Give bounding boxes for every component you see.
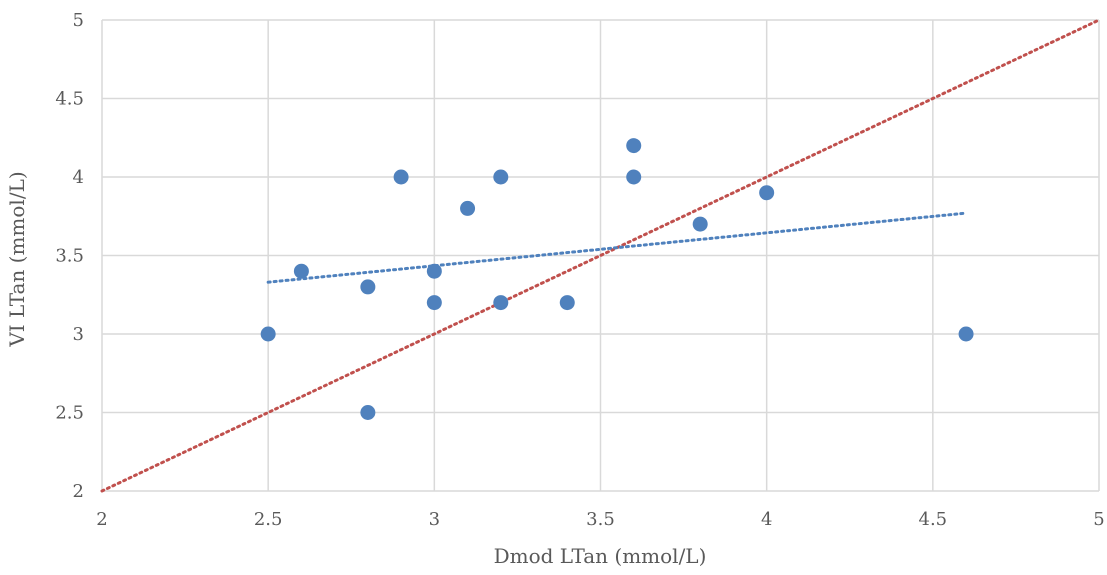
data-point <box>958 326 974 342</box>
y-axis-ticks: 2 2.5 3 3.5 4 4.5 5 <box>55 10 84 502</box>
data-point <box>293 263 309 279</box>
data-point <box>493 169 509 185</box>
data-point <box>493 295 509 311</box>
trendline <box>266 211 968 284</box>
data-point <box>426 263 442 279</box>
data-point <box>360 405 376 420</box>
x-tick-label: 2.5 <box>254 509 283 530</box>
x-tick-label: 3 <box>429 509 440 530</box>
data-point <box>260 326 276 342</box>
y-tick-label: 4 <box>73 167 84 188</box>
data-point <box>692 216 708 232</box>
data-point <box>759 185 775 201</box>
data-point <box>426 295 442 311</box>
y-axis-title: VI LTan (mmol/L) <box>5 171 29 347</box>
data-point <box>559 295 575 311</box>
x-axis-ticks: 2 2.5 3 3.5 4 4.5 5 <box>96 509 1104 530</box>
data-points <box>260 138 974 420</box>
x-tick-label: 4.5 <box>919 509 948 530</box>
x-tick-label: 2 <box>96 509 107 530</box>
y-tick-label: 2 <box>73 481 84 502</box>
data-point <box>393 169 409 185</box>
y-tick-label: 3 <box>73 324 84 345</box>
y-tick-label: 4.5 <box>55 89 84 110</box>
x-axis-title: Dmod LTan (mmol/L) <box>494 544 707 568</box>
identity-line <box>100 18 1101 493</box>
data-point <box>626 138 642 154</box>
y-tick-label: 5 <box>73 10 84 31</box>
y-tick-label: 2.5 <box>55 403 84 424</box>
x-tick-label: 4 <box>761 509 772 530</box>
data-point <box>360 279 376 295</box>
reference-lines <box>100 18 1101 493</box>
data-point <box>626 169 642 185</box>
x-tick-label: 5 <box>1093 509 1104 530</box>
x-tick-label: 3.5 <box>586 509 615 530</box>
y-tick-label: 3.5 <box>55 246 84 267</box>
data-point <box>460 200 476 216</box>
